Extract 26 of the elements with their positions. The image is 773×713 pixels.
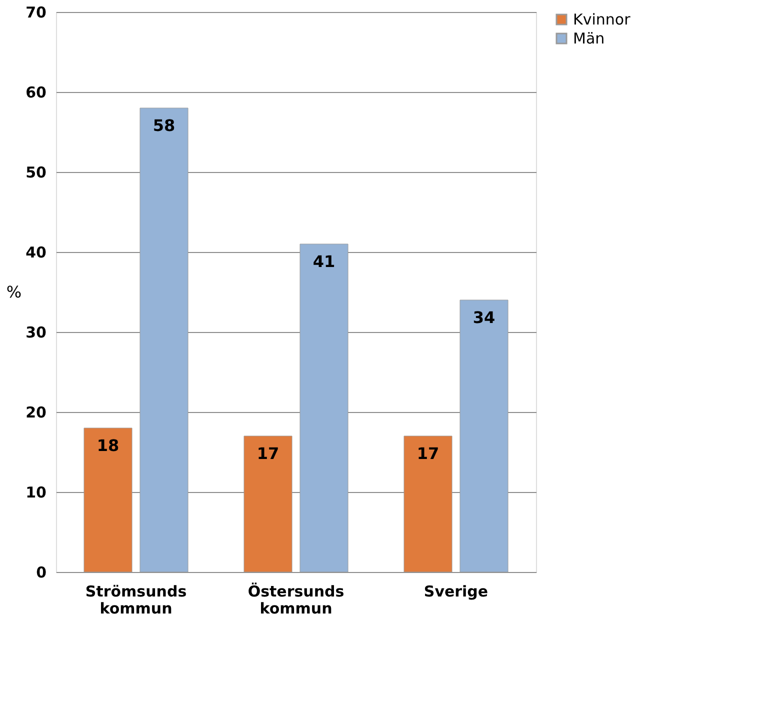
y-tick-label: 40 (26, 244, 46, 262)
y-tick-label: 70 (26, 4, 46, 22)
data-label: 34 (472, 308, 496, 327)
y-tick-label: 30 (26, 324, 46, 342)
x-tick-label: Strömsunds kommun (85, 582, 187, 618)
y-axis-title: % (6, 282, 22, 302)
legend-label: Kvinnor (573, 10, 632, 28)
data-label: 18 (96, 436, 120, 455)
legend-label: Män (573, 30, 605, 48)
y-tick-label: 50 (26, 164, 46, 182)
y-tick-label: 20 (26, 404, 46, 422)
x-tick-label: Sverige (424, 582, 488, 600)
data-label: 41 (312, 252, 336, 271)
bar (84, 428, 132, 572)
y-tick-label: 60 (26, 84, 46, 102)
x-tick-label: Östersunds kommun (248, 582, 344, 618)
bar (404, 436, 452, 572)
y-tick-label: 10 (26, 484, 46, 502)
data-label: 17 (256, 444, 280, 463)
bar (300, 244, 348, 572)
data-label: 58 (152, 116, 176, 135)
bar (460, 300, 508, 572)
y-tick-label: 0 (36, 564, 46, 582)
bar (140, 108, 188, 572)
bar (244, 436, 292, 572)
data-label: 17 (416, 444, 440, 463)
